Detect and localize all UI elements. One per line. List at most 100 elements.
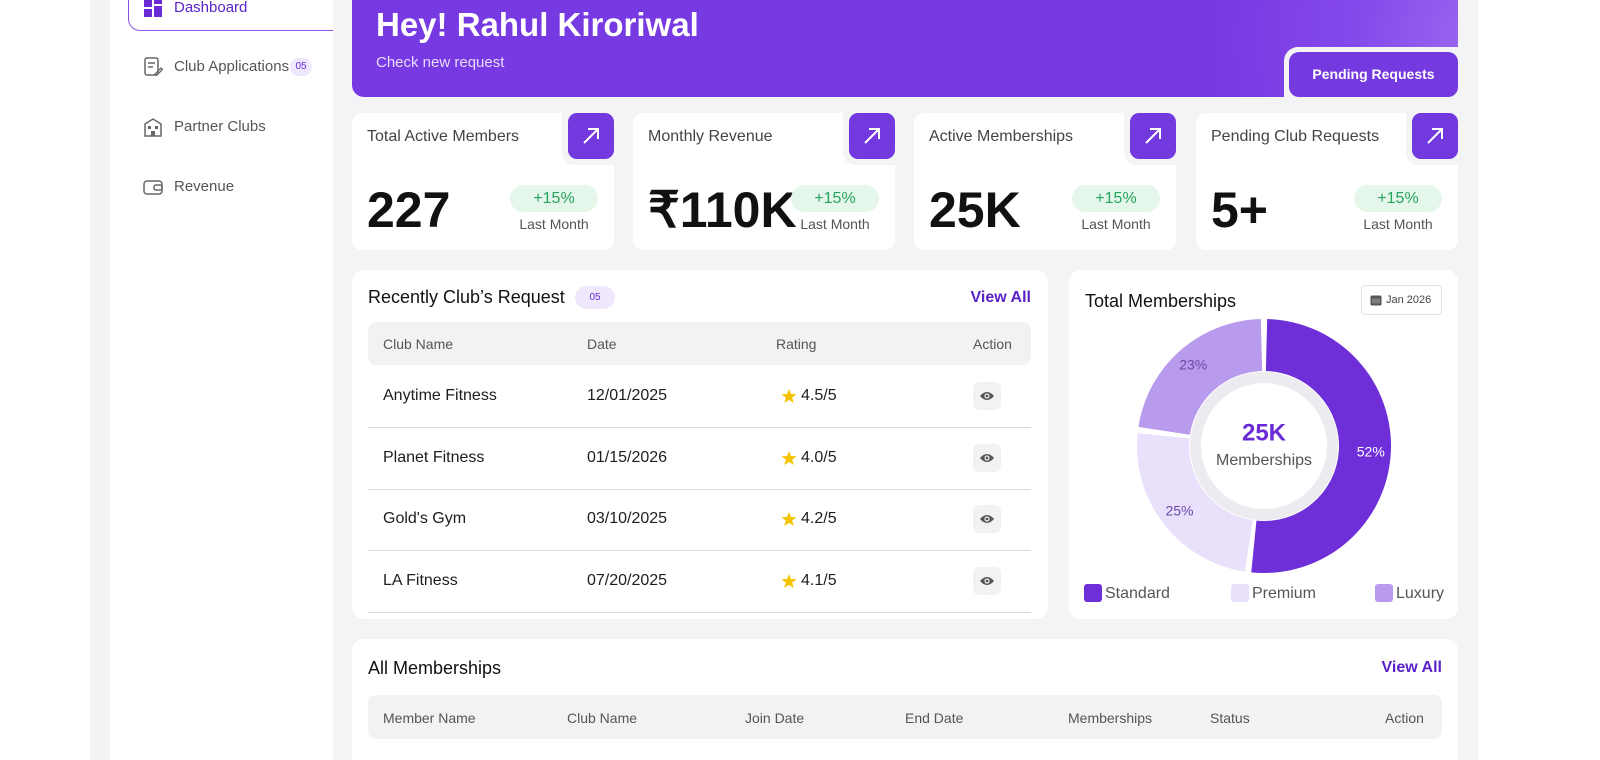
star-icon <box>781 574 797 589</box>
column-header: Club Name <box>567 710 638 726</box>
nav-label: Dashboard <box>174 0 248 16</box>
column-header: Date <box>587 336 617 352</box>
view-button[interactable] <box>973 382 1001 410</box>
table-cell: 03/10/2025 <box>587 510 668 528</box>
star-icon <box>781 389 797 403</box>
donut-chart: 52% 25% 23% 25K Memberships <box>1137 319 1391 573</box>
memberships-title: All Memberships <box>368 658 502 678</box>
view-button[interactable] <box>973 567 1001 596</box>
nav-badge: 05 <box>290 58 312 76</box>
eye-icon <box>980 577 994 586</box>
chart-title: Total Memberships <box>1085 291 1237 311</box>
table-cell: 4.1/5 <box>801 572 837 590</box>
stat-arrow-button[interactable] <box>1412 113 1458 159</box>
legend-label: Standard <box>1105 585 1170 602</box>
stat-period: Last Month <box>519 216 589 232</box>
stat-value: 5+ <box>1211 182 1269 238</box>
nav-label: Revenue <box>174 178 235 195</box>
table-cell: Planet Fitness <box>383 448 485 466</box>
stat-value: ₹110K <box>648 182 797 238</box>
donut-segment <box>1137 433 1253 572</box>
outer-strip <box>90 0 110 760</box>
nav-icon <box>143 180 163 195</box>
table-cell: 01/15/2026 <box>587 448 668 466</box>
center-label: Memberships <box>1216 452 1312 469</box>
nav-icon <box>144 118 162 137</box>
row-divider <box>368 612 1031 614</box>
nav-label: Partner Clubs <box>174 118 266 135</box>
arrow-icon <box>583 128 599 144</box>
inner-circle <box>1201 383 1327 509</box>
stat-arrow-button[interactable] <box>1130 113 1176 159</box>
pending-requests-button[interactable]: Pending Requests <box>1289 52 1458 97</box>
table-cell: LA Fitness <box>383 572 458 590</box>
table-cell: Anytime Fitness <box>383 387 497 404</box>
donut-segment <box>1138 319 1263 435</box>
view-button[interactable] <box>973 443 1001 472</box>
nav-icon <box>144 57 163 77</box>
column-header: Club Name <box>383 336 454 352</box>
table-cell: 07/20/2025 <box>587 572 668 590</box>
stat-label: Total Active Members <box>367 128 520 145</box>
table-header <box>368 322 1031 365</box>
stat-label: Active Memberships <box>929 128 1074 145</box>
view-button[interactable] <box>973 505 1001 534</box>
column-header: Join Date <box>745 710 805 726</box>
nav-icon <box>144 0 162 17</box>
nav-label: Club Applications <box>174 58 290 75</box>
banner-subtitle: Check new request <box>376 54 505 71</box>
stat-period: Last Month <box>1081 216 1151 232</box>
legend-label: Premium <box>1252 585 1317 602</box>
column-header: Status <box>1210 710 1250 726</box>
stat-label: Pending Club Requests <box>1211 128 1380 145</box>
date-label: Jan 2026 <box>1386 294 1432 306</box>
eye-icon <box>980 453 994 462</box>
banner-title: Hey! Rahul Kiroriwal <box>376 6 699 43</box>
requests-badge: 05 <box>575 286 615 309</box>
stat-period: Last Month <box>1363 216 1433 232</box>
segment-label: 52% <box>1357 443 1385 459</box>
table-cell: 12/01/2025 <box>587 387 668 404</box>
calendar-icon <box>1370 295 1382 306</box>
banner <box>352 0 1458 97</box>
donut-segment <box>1251 319 1391 573</box>
stat-change: +15% <box>1072 185 1160 212</box>
eye-icon <box>980 392 994 400</box>
star-icon <box>781 512 797 527</box>
column-header: Memberships <box>1068 710 1153 726</box>
stat-change: +15% <box>510 185 598 212</box>
stat-arrow-button[interactable] <box>849 113 895 159</box>
stat-arrow-button[interactable] <box>568 113 614 159</box>
legend-swatch <box>1375 584 1393 602</box>
arrow-icon <box>864 128 880 144</box>
column-header: End Date <box>905 710 964 726</box>
table-cell: Gold's Gym <box>383 510 467 528</box>
arrow-icon <box>1145 128 1161 144</box>
star-icon <box>781 450 797 465</box>
date-picker[interactable]: Jan 2026 <box>1361 285 1442 315</box>
center-value: 25K <box>1242 419 1287 446</box>
row-divider <box>368 427 1031 428</box>
stat-value: 227 <box>367 182 451 238</box>
legend-swatch <box>1231 584 1249 602</box>
row-divider <box>368 550 1031 552</box>
column-header: Action <box>973 336 1012 352</box>
row-divider <box>368 488 1031 490</box>
sidebar <box>110 0 333 760</box>
stat-value: 25K <box>929 182 1021 238</box>
view-all-link[interactable]: View All <box>1381 659 1442 676</box>
column-header: Member Name <box>383 710 476 726</box>
table-cell: 4.5/5 <box>801 387 837 404</box>
arrow-icon <box>1427 128 1443 144</box>
segment-label: 25% <box>1165 502 1193 518</box>
stat-period: Last Month <box>800 216 870 232</box>
segment-label: 23% <box>1179 356 1207 372</box>
stat-change: +15% <box>1354 185 1442 212</box>
view-all-link[interactable]: View All <box>970 289 1031 306</box>
column-header: Action <box>1385 710 1424 726</box>
table-cell: 4.2/5 <box>801 510 837 528</box>
legend-label: Luxury <box>1396 585 1445 602</box>
column-header: Rating <box>776 336 817 352</box>
legend-swatch <box>1084 584 1102 602</box>
